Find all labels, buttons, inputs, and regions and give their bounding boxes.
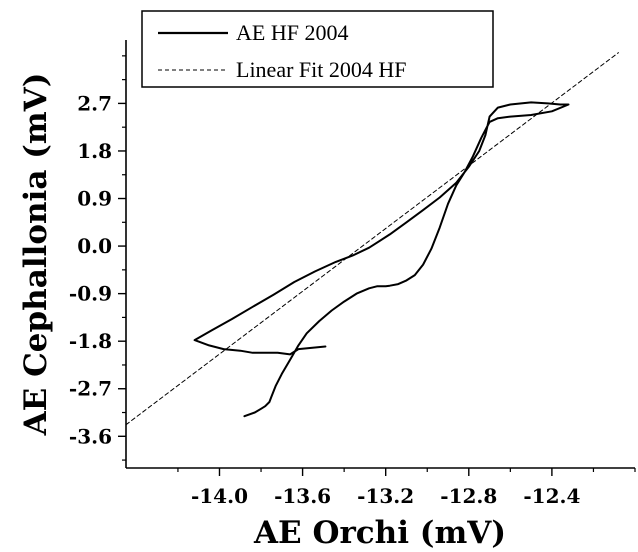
y-tick-label: 1.8 bbox=[77, 139, 112, 163]
x-ticks: -14.0 -13.6 -13.2 -12.8 -12.4 bbox=[177, 468, 636, 508]
legend-label-linear-fit: Linear Fit 2004 HF bbox=[236, 57, 407, 82]
series-line-linear-fit bbox=[126, 52, 619, 426]
y-ticks: 2.7 1.8 0.9 0.0 -0.9 -1.8 -2.7 -3.6 bbox=[69, 55, 126, 461]
x-tick-label: -13.6 bbox=[274, 484, 331, 508]
y-tick-label: 2.7 bbox=[77, 91, 112, 115]
x-tick-label: -12.4 bbox=[523, 484, 580, 508]
y-tick-label: -1.8 bbox=[69, 329, 112, 353]
series-line-ae-hf-2004 bbox=[193, 101, 570, 418]
y-tick-label: -3.6 bbox=[69, 424, 112, 448]
y-axis-title: AE Cephallonia (mV) bbox=[18, 73, 54, 437]
x-axis-title: AE Orchi (mV) bbox=[253, 515, 506, 551]
x-tick-label: -13.2 bbox=[357, 484, 414, 508]
x-tick-label: -14.0 bbox=[191, 484, 248, 508]
legend-label-ae-hf-2004: AE HF 2004 bbox=[236, 20, 348, 45]
y-tick-label: -0.9 bbox=[69, 282, 112, 306]
series-layer bbox=[126, 52, 619, 426]
y-tick-label: 0.9 bbox=[77, 187, 112, 211]
x-tick-label: -12.8 bbox=[440, 484, 497, 508]
legend: AE HF 2004 Linear Fit 2004 HF bbox=[141, 10, 494, 88]
y-tick-label: -2.7 bbox=[69, 377, 112, 401]
legend-box bbox=[141, 10, 494, 88]
y-tick-label: 0.0 bbox=[77, 234, 112, 258]
